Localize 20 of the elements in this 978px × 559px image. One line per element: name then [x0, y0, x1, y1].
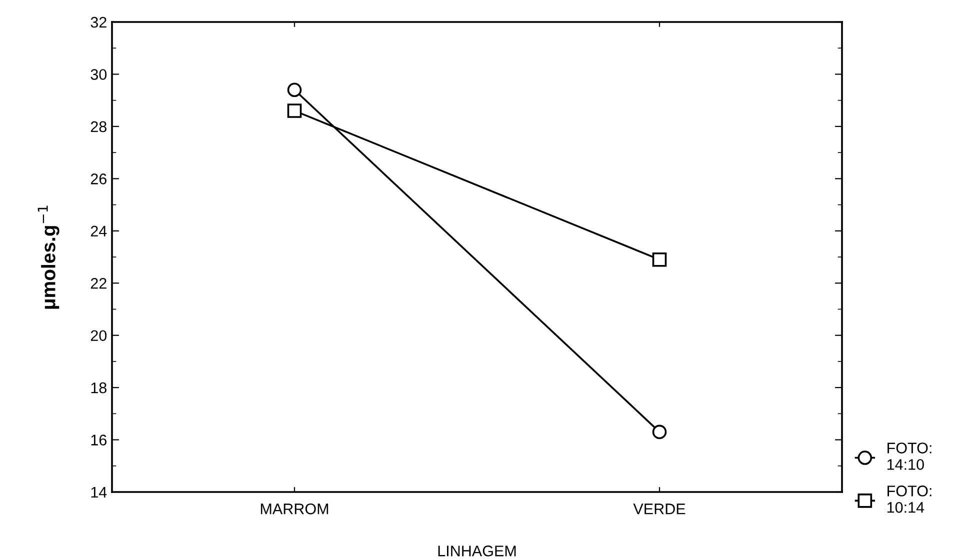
point	[652, 252, 667, 267]
x-tick-label: VERDE	[633, 504, 686, 514]
point	[287, 82, 302, 98]
y-tick-label: 18	[91, 382, 106, 394]
y-tick-label: 16	[91, 434, 106, 446]
point	[652, 424, 667, 440]
y-tick-label: 28	[90, 121, 106, 132]
y-tick-label: 30	[90, 69, 107, 80]
y-tick-label: 14	[91, 487, 107, 498]
legend-label: FOTO: 14:10	[887, 442, 932, 470]
y-tick-label: 22	[90, 278, 106, 289]
y-axis-title: μmoles.g$^{−1}$	[38, 206, 60, 309]
y-tick-label: 26	[90, 174, 106, 184]
x-tick-label: MARROM	[260, 504, 328, 514]
y-tick-label: 32	[90, 16, 106, 28]
y-tick-label: 20	[90, 330, 107, 342]
x-axis-title: LINHAGEM	[438, 546, 516, 556]
legend-label: FOTO: 10:14	[887, 486, 932, 513]
point	[287, 104, 302, 118]
y-tick-label: 24	[90, 226, 107, 236]
